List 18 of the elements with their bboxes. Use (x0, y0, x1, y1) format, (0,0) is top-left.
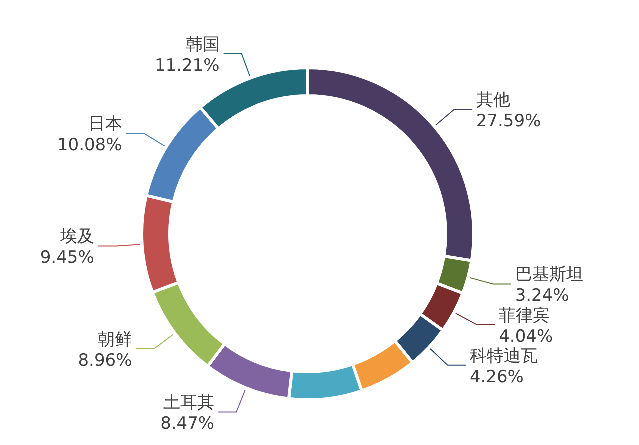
slice-label: 朝鲜 (98, 330, 132, 350)
slice-label: 其他 (476, 90, 510, 111)
data-label: 8.47% (160, 414, 215, 434)
slice-label: 土耳其 (164, 393, 215, 414)
data-label: 11.21% (154, 56, 220, 76)
slice-label: 科特迪瓦 (470, 346, 538, 366)
data-label: 10.08% (57, 136, 122, 156)
data-label: 9.45% (40, 248, 94, 268)
slice-label: 韩国 (186, 34, 220, 55)
slice-label: 巴基斯坦 (515, 265, 584, 286)
data-label: 8.96% (78, 350, 132, 371)
data-label: 4.26% (470, 367, 524, 388)
slice-label: 菲律宾 (499, 306, 550, 326)
slice-label: 埃及 (59, 227, 94, 248)
data-label: 4.04% (499, 326, 554, 347)
data-label: 3.24% (515, 286, 570, 306)
slice-label: 日本 (88, 114, 122, 135)
data-label: 27.59% (476, 112, 542, 132)
